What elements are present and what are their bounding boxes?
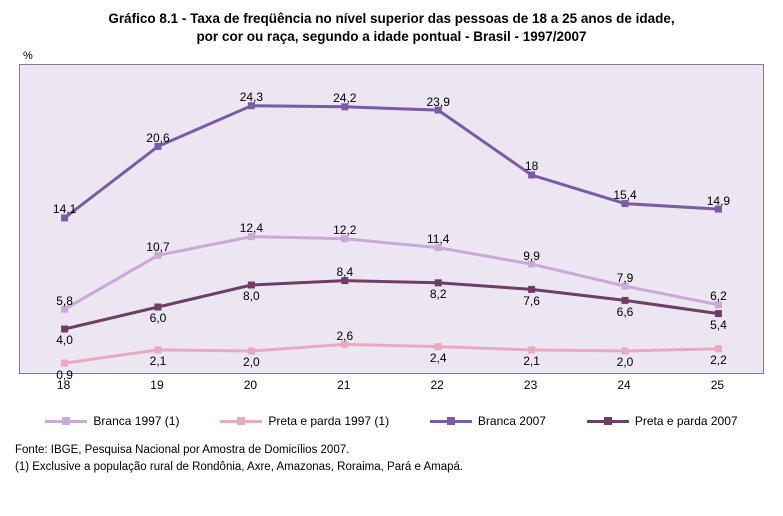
data-marker — [154, 304, 161, 311]
data-label: 5,8 — [56, 294, 73, 308]
legend-item: Branca 2007 — [430, 414, 546, 428]
data-label: 8,2 — [430, 287, 447, 301]
y-axis-unit: % — [23, 50, 768, 62]
data-marker — [248, 348, 255, 355]
data-marker — [61, 360, 68, 367]
chart-svg — [20, 65, 763, 373]
legend-item: Preta e parda 1997 (1) — [220, 414, 389, 428]
footnote-exclusion: (1) Exclusive a população rural de Rondô… — [15, 459, 768, 475]
data-label: 15,4 — [613, 188, 636, 202]
data-marker — [622, 348, 629, 355]
chart-title: Gráfico 8.1 - Taxa de freqüência no níve… — [15, 10, 768, 46]
x-tick-label: 21 — [337, 378, 350, 392]
data-marker — [61, 326, 68, 333]
x-tick-label: 20 — [244, 378, 257, 392]
data-label: 9,9 — [523, 249, 540, 263]
x-tick-label: 22 — [431, 378, 444, 392]
data-label: 7,6 — [523, 294, 540, 308]
legend-item: Preta e parda 2007 — [587, 414, 738, 428]
data-label: 7,9 — [617, 271, 634, 285]
legend: Branca 1997 (1) Preta e parda 1997 (1) Bra… — [15, 414, 768, 428]
legend-swatch — [220, 416, 262, 426]
x-tick-label: 19 — [150, 378, 163, 392]
data-label: 10,7 — [146, 240, 169, 254]
data-label: 14,9 — [707, 194, 730, 208]
x-tick-label: 18 — [57, 378, 70, 392]
data-label: 2,0 — [617, 355, 634, 369]
legend-label: Branca 2007 — [478, 414, 546, 428]
data-label: 24,2 — [333, 91, 356, 105]
legend-label: Preta e parda 1997 (1) — [268, 414, 389, 428]
data-label: 18 — [525, 159, 538, 173]
data-marker — [435, 344, 442, 351]
footnote-source: Fonte: IBGE, Pesquisa Nacional por Amost… — [15, 442, 768, 458]
data-marker — [154, 347, 161, 354]
data-label: 5,4 — [710, 318, 727, 332]
x-tick-label: 23 — [524, 378, 537, 392]
data-label: 8,4 — [336, 265, 353, 279]
data-label: 6,6 — [617, 305, 634, 319]
data-marker — [528, 347, 535, 354]
data-label: 11,4 — [427, 232, 449, 246]
data-label: 24,3 — [240, 90, 263, 104]
data-label: 6,0 — [150, 311, 167, 325]
data-label: 2,0 — [243, 355, 260, 369]
data-label: 2,2 — [710, 353, 727, 367]
legend-label: Branca 1997 (1) — [93, 414, 179, 428]
data-label: 20,6 — [146, 131, 169, 145]
data-marker — [248, 282, 255, 289]
legend-swatch — [45, 416, 87, 426]
chart-container: Gráfico 8.1 - Taxa de freqüência no níve… — [0, 0, 783, 475]
data-label: 2,4 — [430, 351, 447, 365]
data-marker — [715, 346, 722, 353]
plot-wrapper: 5,810,712,412,211,49,97,96,20,92,12,02,6… — [19, 64, 764, 398]
plot-area: 5,810,712,412,211,49,97,96,20,92,12,02,6… — [19, 64, 764, 374]
x-tick-label: 25 — [711, 378, 724, 392]
legend-swatch — [587, 416, 629, 426]
data-label: 23,9 — [427, 95, 450, 109]
data-label: 2,1 — [523, 354, 540, 368]
data-marker — [528, 286, 535, 293]
data-label: 12,4 — [240, 221, 263, 235]
footnotes: Fonte: IBGE, Pesquisa Nacional por Amost… — [15, 442, 768, 474]
legend-swatch — [430, 416, 472, 426]
data-label: 2,1 — [150, 354, 167, 368]
x-tick-label: 24 — [617, 378, 630, 392]
data-label: 6,2 — [710, 289, 727, 303]
data-marker — [622, 297, 629, 304]
title-line-1: Gráfico 8.1 - Taxa de freqüência no níve… — [108, 11, 674, 26]
x-axis-labels: 18 19 20 21 22 23 24 25 — [19, 374, 764, 398]
data-label: 4,0 — [56, 333, 73, 347]
data-label: 12,2 — [333, 223, 356, 237]
legend-label: Preta e parda 2007 — [635, 414, 738, 428]
data-label: 14,1 — [53, 202, 76, 216]
data-label: 2,6 — [336, 329, 353, 343]
title-line-2: por cor ou raça, segundo a idade pontual… — [196, 29, 586, 44]
legend-item: Branca 1997 (1) — [45, 414, 179, 428]
data-label: 8,0 — [243, 289, 260, 303]
data-marker — [715, 311, 722, 318]
data-marker — [435, 280, 442, 287]
